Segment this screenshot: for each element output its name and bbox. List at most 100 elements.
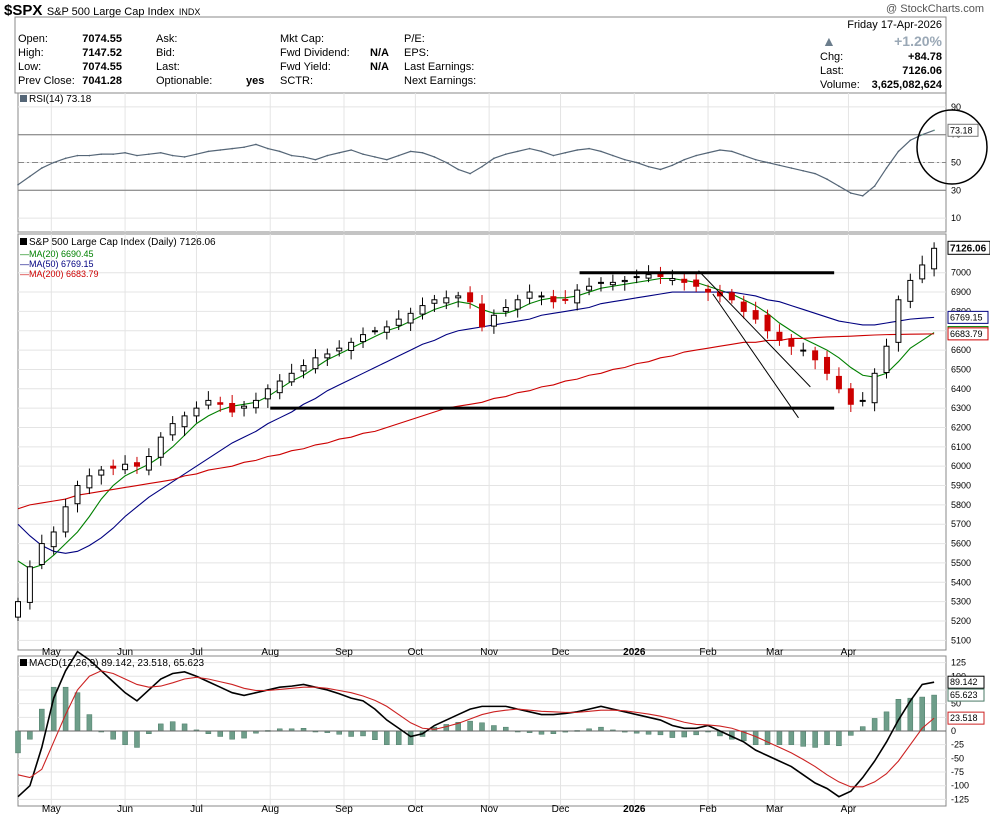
rsi-point — [778, 164, 781, 167]
macd-y-tick-label: -50 — [951, 753, 964, 763]
quote-label: Prev Close: — [18, 75, 75, 87]
macd-histogram-bar — [848, 730, 854, 736]
rsi-point — [148, 153, 150, 155]
last-label: Last: — [820, 65, 844, 77]
rsi-point — [76, 154, 79, 157]
x-tick-label: Jun — [117, 647, 133, 658]
quote-label: High: — [18, 47, 44, 59]
macd-last-value-box — [947, 688, 985, 702]
candle-body — [847, 388, 854, 405]
candle-body — [669, 278, 676, 281]
macd-histogram-bar — [384, 730, 390, 745]
macd-histogram-bar — [836, 730, 842, 747]
up-arrow-icon: ▲ — [822, 33, 836, 49]
price-y-tick-label: 6100 — [951, 442, 971, 452]
quote-label: Ask: — [156, 33, 178, 45]
rsi-y-tick-label: 50 — [951, 158, 961, 168]
candle-body — [419, 305, 426, 315]
price-y-tick-label: 5100 — [951, 635, 971, 645]
macd-histogram-bar — [74, 692, 81, 732]
rsi-point — [826, 178, 828, 180]
rsi-point — [40, 167, 43, 169]
rsi-point — [100, 153, 103, 155]
quote-label: Optionable: — [156, 75, 213, 87]
x-tick-label: Jul — [190, 804, 203, 815]
candle-body — [907, 279, 914, 302]
macd-histogram-bar — [931, 694, 937, 732]
macd-histogram-bar — [919, 696, 925, 732]
rsi-title: RSI(14) 73.18 — [20, 94, 91, 105]
candle-body — [776, 331, 783, 341]
quote-label: Next Earnings: — [404, 75, 477, 87]
candle-body — [716, 291, 723, 297]
candle-body — [371, 330, 378, 333]
rsi-point — [683, 158, 686, 161]
ma20-marker-icon: — — [20, 249, 29, 259]
quote-label: EPS: — [404, 47, 430, 59]
macd-histogram-bar — [824, 730, 830, 745]
candle-body — [812, 350, 819, 361]
rsi-point — [647, 165, 650, 168]
quote-label: SCTR: — [280, 75, 313, 87]
rsi-point — [921, 133, 924, 136]
price-y-tick-label: 6300 — [951, 403, 971, 413]
quote-label: Open: — [18, 33, 48, 45]
rsi-point — [861, 195, 864, 197]
rsi-point — [635, 161, 638, 164]
rsi-point — [671, 164, 674, 167]
volume-label: Volume: — [820, 79, 860, 91]
candle-body — [859, 399, 866, 402]
quote-label: P/E: — [404, 33, 425, 45]
candle-body — [336, 347, 343, 352]
rsi-point — [504, 153, 507, 155]
candle-body — [788, 338, 795, 347]
ma-line-0 — [17, 277, 935, 570]
candle-body — [157, 436, 164, 458]
rsi-point — [326, 154, 329, 157]
macd-histogram-bar — [62, 686, 69, 732]
price-title-text: S&P 500 Large Cap Index (Daily) 7126.06 — [29, 237, 216, 248]
rsi-point — [397, 154, 400, 157]
candle-body — [62, 506, 69, 533]
candle-body — [526, 291, 533, 299]
rsi-point — [909, 139, 912, 142]
x-tick-label: Dec — [552, 647, 570, 658]
rsi-point — [409, 150, 412, 153]
rsi-title-text: RSI(14) 73.18 — [29, 94, 92, 105]
candle-body — [574, 289, 581, 304]
rsi-point — [338, 151, 341, 154]
rsi-point — [231, 147, 233, 150]
chg-value: +84.78 — [908, 51, 942, 63]
ma50-legend: —MA(50) 6769.15 — [20, 259, 94, 269]
macd-histogram-bar — [788, 730, 795, 745]
candle-body — [609, 281, 616, 286]
rsi-point — [873, 185, 876, 187]
rsi-point — [136, 154, 138, 157]
rsi-point — [433, 156, 436, 158]
quote-value: N/A — [370, 61, 389, 73]
candle-body — [597, 281, 604, 284]
chart-title: $SPX S&P 500 Large Cap Index INDX — [4, 2, 200, 20]
macd-y-tick-label: -75 — [951, 767, 964, 777]
rsi-point — [171, 154, 174, 157]
rsi-point — [552, 154, 555, 157]
ma-last-value-label: 6769.15 — [950, 312, 983, 322]
macd-histogram-bar — [395, 730, 402, 745]
quote-label: Low: — [18, 61, 42, 73]
macd-last-value-label: 23.518 — [950, 713, 978, 723]
quote-value: 7041.28 — [82, 75, 122, 87]
rsi-point — [159, 151, 162, 154]
rsi-point — [278, 150, 281, 153]
candle-body — [86, 475, 93, 489]
candle-body — [74, 485, 81, 505]
macd-histogram-bar — [348, 730, 354, 737]
candle-body — [538, 295, 545, 298]
rsi-last-value-box — [947, 123, 979, 137]
trendline-channel-upper — [698, 270, 811, 388]
candle-body — [276, 380, 283, 394]
macd-histogram-bar — [871, 718, 878, 732]
volume-value: 3,625,082,624 — [871, 79, 942, 91]
macd-histogram-bar — [669, 730, 676, 738]
rsi-point — [814, 172, 816, 175]
